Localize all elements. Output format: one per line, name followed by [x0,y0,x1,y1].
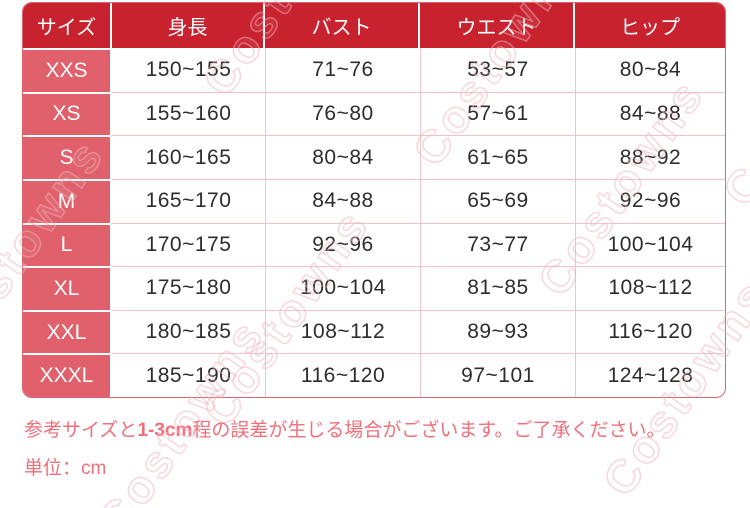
cell-l-hip: 100~104 [575,222,725,267]
row-label-l: L [23,222,112,267]
cell-m-waist: 65~69 [420,178,575,223]
row-label-xxl: XXL [23,309,112,354]
cell-xxl-waist: 89~93 [420,309,575,354]
cell-xxl-bust: 108~112 [265,309,420,354]
cell-xxxl-bust: 116~120 [265,353,420,397]
cell-s-bust: 80~84 [265,135,420,179]
cell-xxxl-waist: 97~101 [420,353,575,397]
cell-m-height: 165~170 [112,178,265,223]
cell-xxs-hip: 80~84 [575,48,725,92]
cell-xs-waist: 57~61 [420,91,575,136]
cell-s-height: 160~165 [112,135,265,179]
cell-m-bust: 84~88 [265,178,420,223]
column-header-height: 身長 [112,3,265,48]
column-header-bust: バスト [265,3,420,48]
row-label-xl: XL [23,266,112,310]
cell-xxxl-height: 185~190 [112,353,265,397]
cell-m-hip: 92~96 [575,178,725,223]
tolerance-note: 参考サイズと1-3cm程の誤差が生じる場合がございます。ご了承ください。 [24,419,665,443]
cell-xs-hip: 84~88 [575,91,725,136]
tolerance-note-prefix: 参考サイズと [24,420,138,441]
cell-l-height: 170~175 [112,222,265,267]
cell-s-hip: 88~92 [575,135,725,179]
cell-xl-height: 175~180 [112,266,265,310]
row-label-xxxl: XXXL [23,353,112,397]
cell-xl-hip: 108~112 [575,266,725,310]
column-header-waist: ウエスト [420,3,575,48]
tolerance-note-range: 1-3cm [137,420,193,441]
size-chart-table: サイズ 身長 バスト ウエスト ヒップ XXS 150~155 71~76 53… [22,2,726,398]
cell-l-bust: 92~96 [265,222,420,267]
tolerance-note-suffix: 程の誤差が生じる場合がございます。ご了承ください。 [192,420,666,441]
cell-xxl-height: 180~185 [112,309,265,354]
row-label-m: M [23,178,112,223]
cell-xl-bust: 100~104 [265,266,420,310]
cell-l-waist: 73~77 [420,222,575,267]
cell-xs-bust: 76~80 [265,91,420,136]
cell-xl-waist: 81~85 [420,266,575,310]
cell-xxs-waist: 53~57 [420,48,575,92]
cell-s-waist: 61~65 [420,135,575,179]
unit-note: 単位：cm [24,458,107,479]
row-label-xxs: XXS [23,48,112,92]
cell-xs-height: 155~160 [112,91,265,136]
cell-xxxl-hip: 124~128 [575,353,725,397]
cell-xxs-bust: 71~76 [265,48,420,92]
cell-xxl-hip: 116~120 [575,309,725,354]
row-label-s: S [23,135,112,179]
cell-xxs-height: 150~155 [145,57,232,81]
column-header-size: サイズ [23,3,112,48]
column-header-hip: ヒップ [575,3,725,48]
row-label-xs: XS [23,91,112,136]
